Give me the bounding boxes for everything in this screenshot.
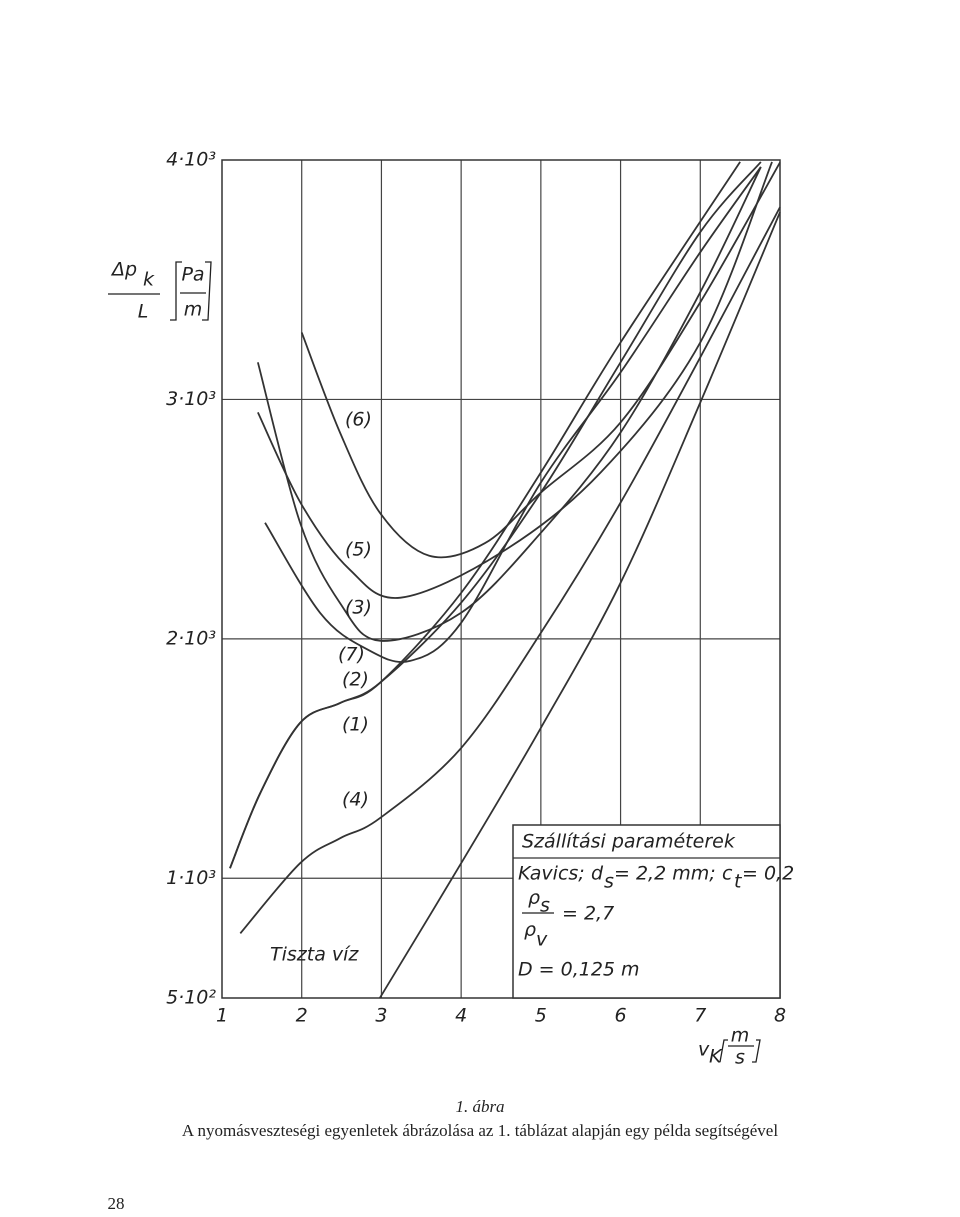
caption: A nyomásveszteségi egyenletek ábrázolása… [182,1121,778,1140]
curve [300,161,781,559]
box-text: Kavics; [518,863,585,885]
y-tick-label: 4·10³ [166,149,216,171]
caption-number: 1. ábra [455,1097,504,1116]
x-tick-label: 5 [535,1005,547,1027]
bracket [170,261,212,321]
box-text: d [591,863,604,885]
curve-label: (4) [342,789,369,811]
x-tick-label: 3 [375,1005,387,1027]
curve [229,161,762,869]
page-number: 28 [108,1194,125,1213]
y-label: Δp [110,259,137,281]
y-tick-label: 5·10² [166,987,216,1009]
x-tick-label: 6 [615,1005,627,1027]
x-label: m [731,1025,750,1047]
curve-label: (3) [345,597,372,619]
curve [257,161,773,599]
curve [239,206,781,934]
y-label: L [138,301,149,323]
y-label: Pa [181,264,204,286]
plot-frame [221,159,781,999]
box-title: Szállítási paraméterek [522,831,736,853]
x-tick-label: 4 [455,1005,467,1027]
box-text: ρ [528,887,540,909]
y-label: m [184,299,203,321]
y-tick-label: 2·10³ [166,627,216,649]
x-tick-label: 2 [296,1005,308,1027]
x-tick-label: 8 [774,1005,786,1027]
box-text: D = 0,125 m [518,959,640,981]
curve-label: Tiszta víz [270,944,359,966]
box-text: = 2,2 mm; [614,863,716,885]
curve-label: (6) [345,409,372,431]
x-label: s [735,1047,745,1069]
box-text: c [722,863,733,885]
y-label: k [143,269,155,291]
box-text: s [604,871,614,893]
x-label: K [709,1046,723,1068]
bracket [719,1039,761,1063]
y-tick-label: 3·10³ [166,388,216,410]
box-text: v [536,929,548,951]
box-text: = 2,7 [562,903,614,925]
curve-label: (7) [338,644,365,666]
x-label: v [698,1039,710,1061]
curve [379,211,781,999]
x-tick-label: 7 [694,1005,706,1027]
x-tick-label: 1 [216,1005,228,1027]
parameters-box [512,824,781,999]
curve [257,166,762,642]
curve-label: (5) [345,539,372,561]
box-text: ρ [524,919,536,941]
box-text: s [540,895,550,917]
box-text: t [734,871,743,893]
curve-label: (2) [342,669,369,691]
curve [264,166,762,663]
curve-label: (1) [342,714,369,736]
y-tick-label: 1·10³ [166,867,216,889]
box-text: = 0,2 [742,863,794,885]
